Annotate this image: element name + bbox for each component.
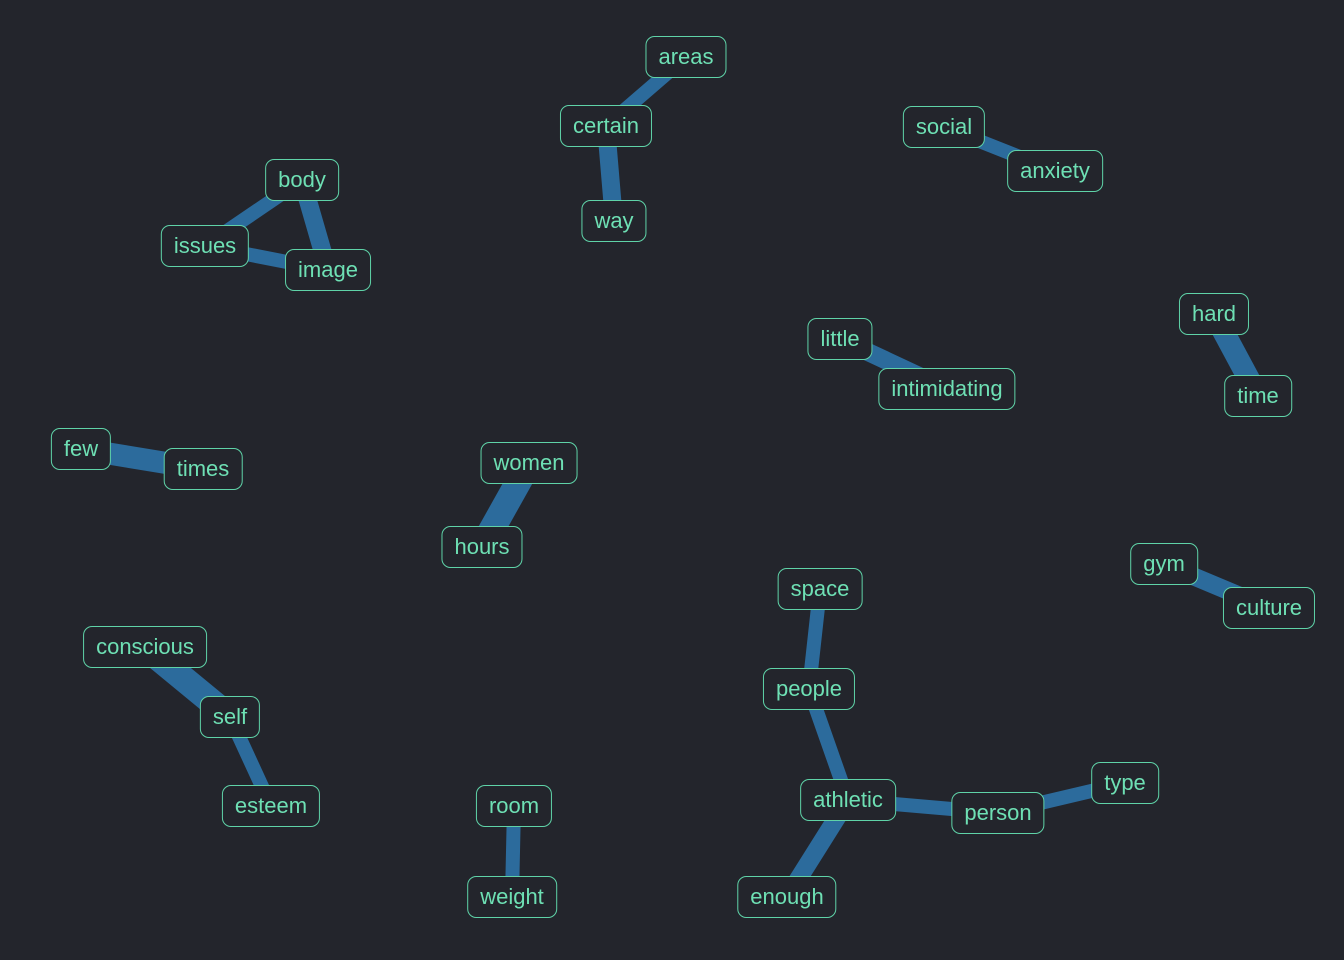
node-body[interactable]: body	[265, 159, 339, 201]
node-anxiety[interactable]: anxiety	[1007, 150, 1103, 192]
node-times[interactable]: times	[163, 448, 243, 490]
node-esteem[interactable]: esteem	[221, 785, 321, 827]
node-weight[interactable]: weight	[467, 876, 557, 918]
node-certain[interactable]: certain	[559, 105, 653, 147]
node-women[interactable]: women	[480, 442, 578, 484]
node-self[interactable]: self	[199, 696, 261, 738]
node-enough[interactable]: enough	[737, 876, 837, 918]
node-conscious[interactable]: conscious	[83, 626, 207, 668]
node-hours[interactable]: hours	[441, 526, 523, 568]
node-type[interactable]: type	[1091, 762, 1159, 804]
node-social[interactable]: social	[902, 106, 986, 148]
node-time[interactable]: time	[1224, 375, 1292, 417]
node-image[interactable]: image	[285, 249, 371, 291]
node-way[interactable]: way	[581, 200, 647, 242]
node-space[interactable]: space	[777, 568, 863, 610]
node-few[interactable]: few	[50, 428, 112, 470]
node-athletic[interactable]: athletic	[800, 779, 896, 821]
node-areas[interactable]: areas	[645, 36, 727, 78]
node-hard[interactable]: hard	[1178, 293, 1250, 335]
node-room[interactable]: room	[475, 785, 553, 827]
node-intimidating[interactable]: intimidating	[878, 368, 1016, 410]
node-issues[interactable]: issues	[160, 225, 250, 267]
node-person[interactable]: person	[951, 792, 1045, 834]
node-people[interactable]: people	[762, 668, 856, 710]
node-culture[interactable]: culture	[1222, 587, 1316, 629]
node-gym[interactable]: gym	[1130, 543, 1198, 585]
node-little[interactable]: little	[807, 318, 873, 360]
